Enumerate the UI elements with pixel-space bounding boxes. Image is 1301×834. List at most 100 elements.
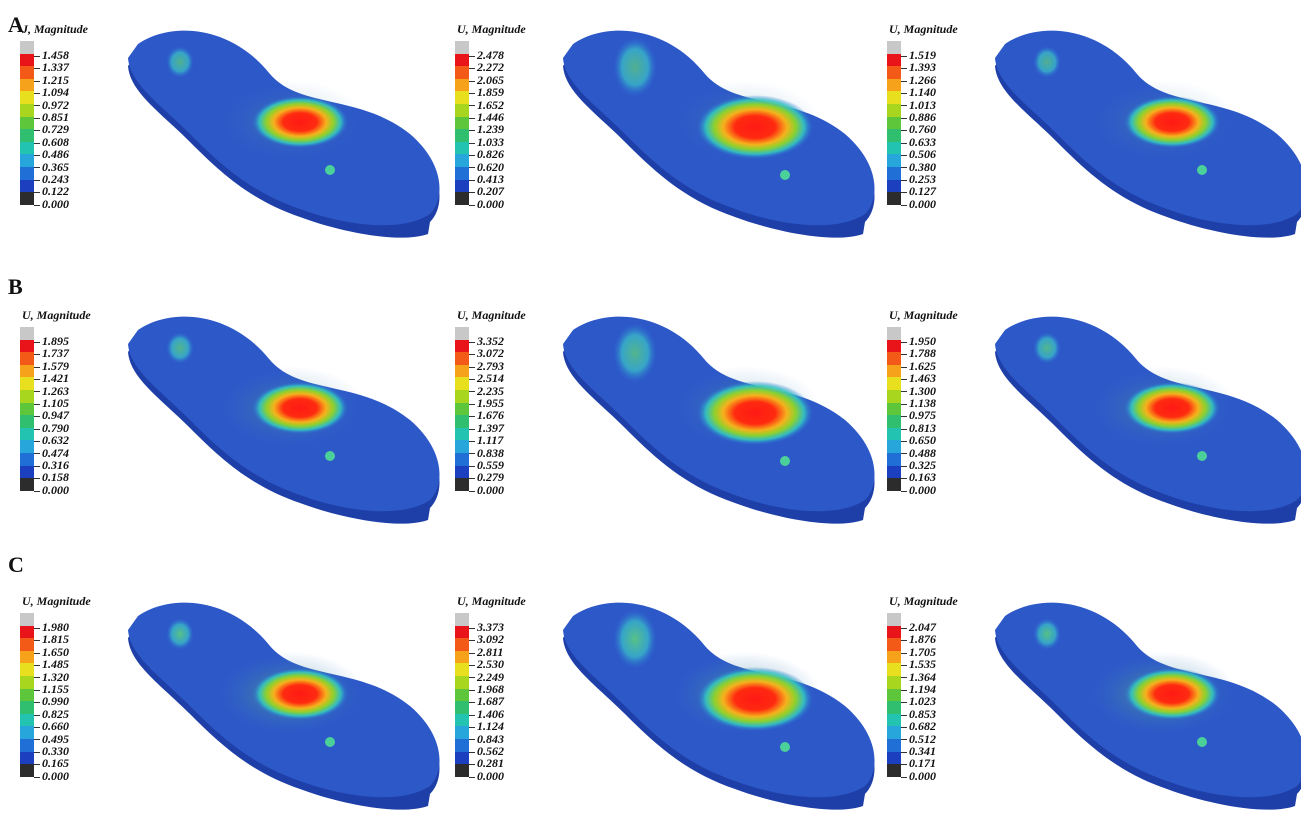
legend-color-segment	[20, 415, 34, 428]
legend-tick-label: 0.813	[901, 422, 936, 434]
legend-tick-label: 2.811	[469, 646, 503, 658]
legend-color-segment	[887, 78, 901, 92]
legend-tick-label: 1.737	[34, 347, 69, 359]
legend-title: U, Magnitude	[457, 22, 526, 36]
legend-color-segment	[455, 402, 469, 416]
legend-color-segment	[887, 713, 901, 727]
legend-tick-label: 0.380	[901, 161, 936, 173]
legend-tick-label: 2.530	[469, 658, 504, 670]
legend-color-segment	[887, 390, 901, 403]
legend-color-segment	[455, 364, 469, 378]
legend-color-segment	[887, 751, 901, 765]
legend-color-segment	[20, 613, 34, 626]
contour-panel: U, Magnitude 1.950 1.788 1.625 1.463 1.300 1.1…	[887, 308, 1301, 548]
legend-tick-label: 2.793	[469, 360, 504, 372]
legend-color-segment	[887, 478, 901, 491]
legend-color-segment	[455, 377, 469, 390]
legend-color-segment	[455, 688, 469, 702]
color-legend-bar	[887, 613, 901, 777]
legend-tick-label: 1.105	[34, 397, 69, 409]
legend-tick-label: 3.373	[469, 621, 504, 633]
legend-tick-label: 2.514	[469, 372, 504, 384]
insole-contour-image	[995, 30, 1301, 238]
legend-tick-label: 1.446	[469, 111, 504, 123]
color-legend-bar	[20, 613, 34, 777]
color-legend-bar	[887, 41, 901, 205]
legend-color-segment	[887, 726, 901, 739]
legend-color-segment	[20, 402, 34, 416]
legend-tick-label: 0.000	[34, 484, 69, 496]
legend-tick-label: 2.272	[469, 61, 504, 73]
legend-tick-label: 0.325	[901, 459, 936, 471]
legend-tick-label: 1.625	[901, 360, 936, 372]
legend-color-segment	[20, 764, 34, 777]
legend-color-segment	[887, 104, 901, 117]
insole-contour-image	[563, 30, 875, 238]
legend-color-segment	[887, 377, 901, 390]
legend-color-segment	[20, 688, 34, 702]
legend-color-segment	[455, 352, 469, 365]
legend-tick-label: 0.826	[469, 148, 504, 160]
legend-color-segment	[20, 440, 34, 453]
legend-color-segment	[455, 129, 469, 142]
legend-tick-label: 0.365	[34, 161, 69, 173]
legend-color-segment	[20, 453, 34, 466]
legend-color-segment	[20, 129, 34, 142]
legend-tick-label: 0.171	[901, 757, 936, 769]
legend-tick-label: 1.397	[469, 422, 504, 434]
contour-panel: U, Magnitude 3.373 3.092 2.811 2.530 2.249 1.9…	[455, 594, 885, 834]
legend-color-segment	[455, 478, 469, 491]
insole-contour-image	[128, 30, 440, 238]
legend-tick-label: 2.235	[469, 385, 504, 397]
legend-tick-label: 0.843	[469, 733, 504, 745]
legend-color-segment	[20, 66, 34, 79]
legend-tick-label: 0.729	[34, 123, 69, 135]
legend-tick-label: 0.207	[469, 185, 504, 197]
legend-tick-label: 0.562	[469, 745, 504, 757]
legend-title: U, Magnitude	[457, 594, 526, 608]
legend-color-segment	[455, 327, 469, 340]
row-label-c: C	[8, 552, 24, 577]
legend-title: U, Magnitude	[22, 308, 91, 322]
legend-tick-label: 1.320	[34, 671, 69, 683]
legend-tick-label: 0.559	[469, 459, 504, 471]
legend-tick-label: 0.506	[901, 148, 936, 160]
legend-color-segment	[887, 116, 901, 130]
legend-tick-label: 1.337	[34, 61, 69, 73]
legend-tick-label: 0.165	[34, 757, 69, 769]
legend-color-segment	[887, 701, 901, 714]
legend-tick-label: 0.633	[901, 136, 936, 148]
legend-tick-label: 1.895	[34, 335, 69, 347]
legend-tick-label: 1.364	[901, 671, 936, 683]
legend-color-segment	[887, 650, 901, 664]
legend-color-segment	[887, 638, 901, 651]
legend-title: U, Magnitude	[889, 22, 958, 36]
legend-color-segment	[455, 676, 469, 689]
legend-tick-label: 1.980	[34, 621, 69, 633]
legend-color-segment	[20, 676, 34, 689]
legend-color-segment	[455, 192, 469, 205]
legend-title: U, Magnitude	[889, 594, 958, 608]
legend-color-segment	[887, 192, 901, 205]
legend-color-segment	[455, 141, 469, 155]
legend-color-segment	[20, 713, 34, 727]
legend-tick-label: 0.330	[34, 745, 69, 757]
legend-tick-label: 0.413	[469, 173, 504, 185]
legend-color-segment	[455, 390, 469, 403]
legend-tick-label: 1.687	[469, 695, 504, 707]
legend-color-segment	[455, 440, 469, 453]
legend-tick-label: 0.620	[469, 161, 504, 173]
legend-color-segment	[887, 154, 901, 167]
legend-color-segment	[20, 141, 34, 155]
legend-color-segment	[20, 390, 34, 403]
legend-tick-label: 0.000	[469, 770, 504, 782]
insole-contour-image	[128, 602, 440, 810]
legend-color-segment	[887, 613, 901, 626]
legend-color-segment	[887, 41, 901, 54]
legend-color-segment	[455, 764, 469, 777]
legend-color-segment	[455, 751, 469, 765]
legend-tick-label: 1.463	[901, 372, 936, 384]
legend-tick-label: 0.000	[901, 198, 936, 210]
legend-tick-label: 1.535	[901, 658, 936, 670]
legend-tick-label: 0.608	[34, 136, 69, 148]
